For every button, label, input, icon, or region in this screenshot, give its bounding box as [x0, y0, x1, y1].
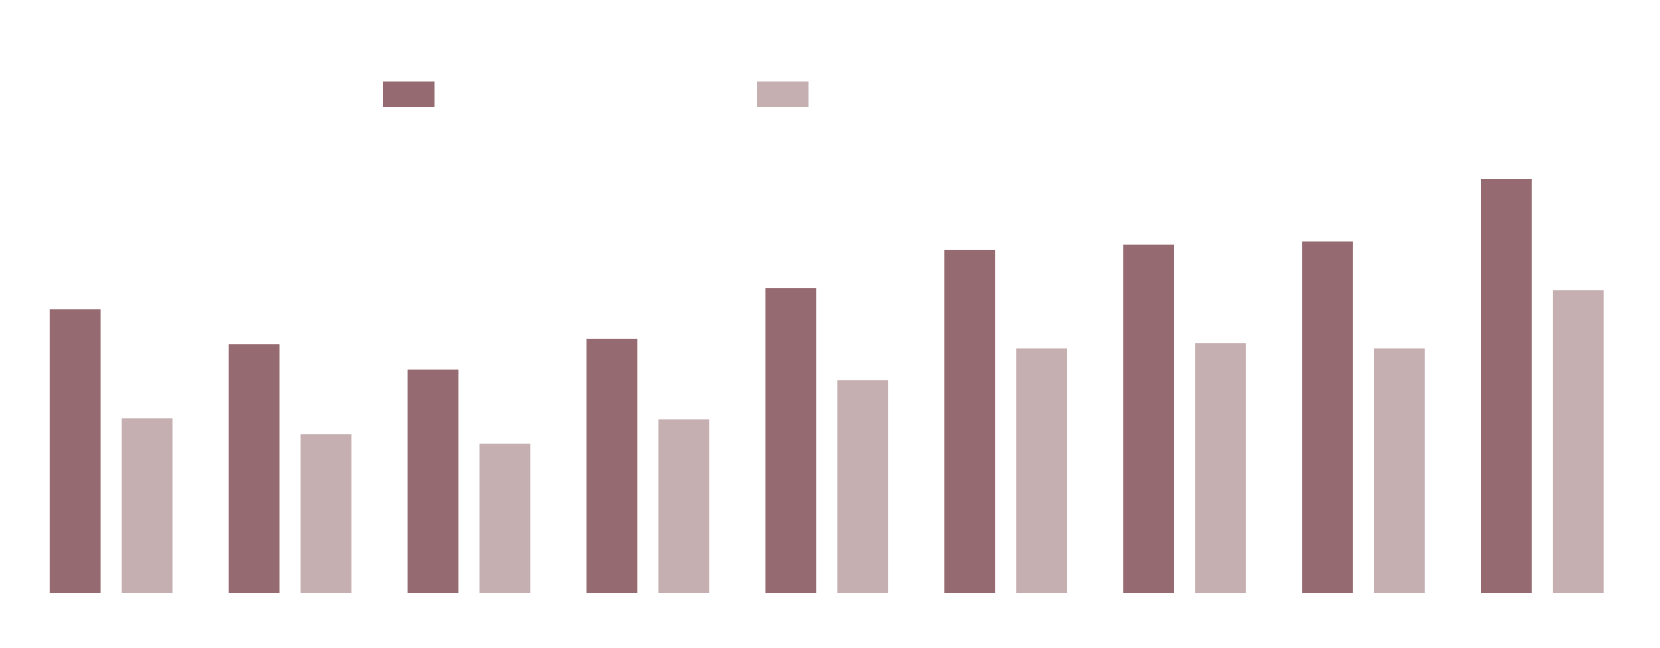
- bar: [407, 369, 459, 593]
- bar: [479, 443, 531, 593]
- bar: [300, 434, 352, 593]
- bar: [658, 419, 710, 593]
- bar: [49, 309, 101, 593]
- bar: [837, 380, 889, 593]
- bar: [1016, 348, 1067, 593]
- bar: [944, 249, 996, 594]
- bar: [586, 338, 638, 593]
- bar: [1552, 290, 1604, 593]
- bar: [765, 288, 817, 593]
- bar: [1374, 348, 1425, 593]
- bar: [1481, 179, 1532, 593]
- bar: [228, 344, 280, 593]
- legend-swatch: [383, 81, 435, 107]
- bar: [1302, 241, 1353, 593]
- bar: [121, 418, 173, 593]
- bar: [1123, 244, 1174, 594]
- bar: [1195, 343, 1246, 593]
- legend-swatch: [757, 81, 809, 107]
